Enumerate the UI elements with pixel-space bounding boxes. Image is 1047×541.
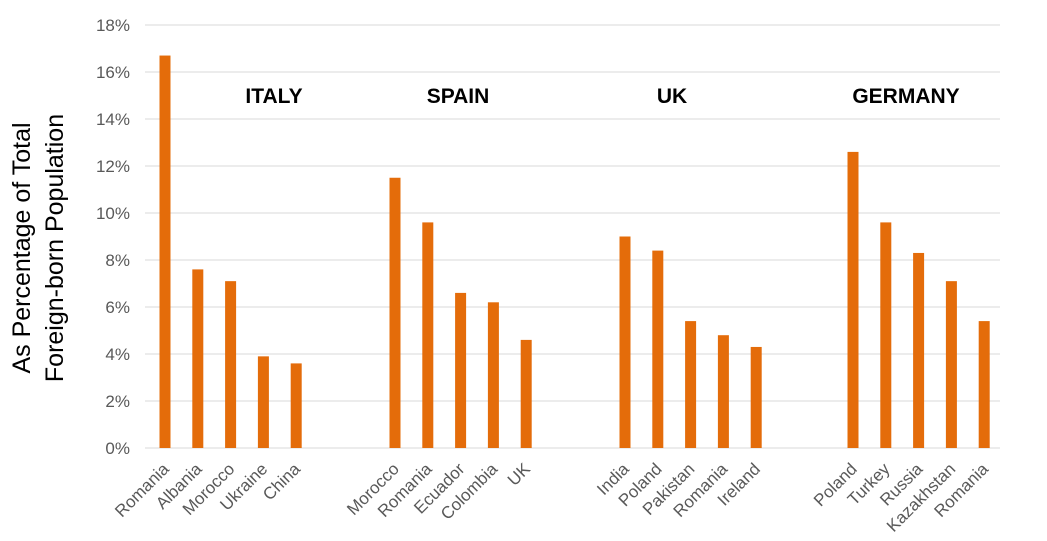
bar — [290, 363, 302, 448]
bar — [978, 321, 990, 448]
bar — [619, 236, 631, 448]
bar — [652, 250, 664, 448]
y-tick-label: 12% — [96, 157, 130, 176]
bar — [455, 292, 467, 448]
y-tick-label: 2% — [105, 392, 130, 411]
y-tick-label: 16% — [96, 63, 130, 82]
bar — [880, 222, 892, 448]
bar — [945, 281, 957, 448]
y-tick-label: 10% — [96, 204, 130, 223]
y-axis-title-line: Foreign-born Population — [41, 114, 69, 382]
category-label: UK — [504, 459, 535, 490]
bar — [422, 222, 434, 448]
bar — [520, 339, 532, 448]
group-label: SPAIN — [427, 85, 490, 108]
bar — [487, 302, 499, 448]
y-axis-title-line: As Percentage of Total — [8, 122, 36, 373]
bar — [225, 281, 237, 448]
bar — [159, 55, 171, 449]
group-label: UK — [657, 85, 687, 108]
bar — [717, 335, 729, 448]
bar — [257, 356, 269, 448]
y-tick-label: 8% — [105, 251, 130, 270]
y-tick-label: 14% — [96, 110, 130, 129]
group-label: GERMANY — [852, 85, 959, 108]
bar — [750, 346, 762, 448]
group-label: ITALY — [245, 85, 302, 108]
bar — [192, 269, 204, 448]
category-label: China — [259, 459, 304, 504]
y-tick-label: 4% — [105, 345, 130, 364]
bar — [685, 321, 697, 448]
bar — [389, 177, 401, 448]
bar — [913, 252, 925, 448]
bar — [847, 151, 859, 448]
y-tick-label: 6% — [105, 298, 130, 317]
y-tick-label: 0% — [105, 439, 130, 458]
y-tick-label: 18% — [96, 16, 130, 35]
